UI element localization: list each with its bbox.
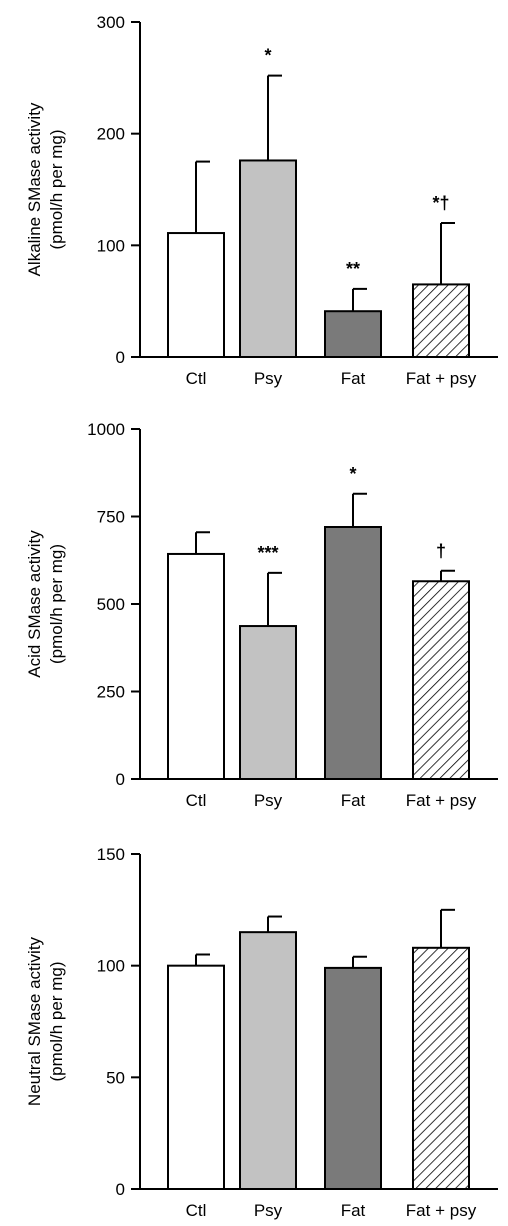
y-tick-label: 750 — [97, 508, 125, 527]
x-category-label: Ctl — [186, 791, 207, 810]
chart-panel-3: 0 50 100 150 Neutral SMase activity (pmol/h p… — [25, 845, 498, 1220]
x-category-label: Fat — [341, 791, 366, 810]
significance-label: *** — [257, 543, 278, 563]
chart-panel-1: 0 100 200 300 Alkaline SMase activity (pmol/h… — [25, 13, 498, 388]
bar-fat — [324, 310, 382, 359]
y-axis-title-line2: (pmol/h per mg) — [47, 962, 66, 1082]
x-category-label: Ctl — [186, 369, 207, 388]
y-tick-label: 1000 — [87, 420, 125, 439]
x-category-label: Psy — [254, 1201, 283, 1220]
y-axis-title-line2: (pmol/h per mg) — [47, 544, 66, 664]
bar-ctl — [167, 552, 225, 781]
bar-fat-psy — [412, 283, 470, 358]
y-axis-title-line1: Neutral SMase activity — [25, 936, 44, 1106]
significance-label: † — [436, 541, 446, 561]
y-tick-label: 50 — [106, 1068, 125, 1087]
x-category-label: Fat + psy — [406, 369, 477, 388]
bar-psy — [239, 931, 297, 1191]
bar-psy — [239, 625, 297, 780]
significance-label: * — [349, 464, 356, 484]
y-tick-label: 0 — [116, 770, 125, 789]
y-tick-label: 0 — [116, 1180, 125, 1199]
y-axis-title-line2: (pmol/h per mg) — [47, 130, 66, 250]
y-tick-label: 300 — [97, 13, 125, 32]
y-tick-label: 100 — [97, 957, 125, 976]
bar-fat — [324, 966, 382, 1191]
y-tick-label: 100 — [97, 236, 125, 255]
y-tick-label: 150 — [97, 845, 125, 864]
x-category-label: Psy — [254, 791, 283, 810]
y-tick-label: 500 — [97, 595, 125, 614]
significance-label: *† — [432, 193, 449, 213]
y-axis-title-line1: Acid SMase activity — [25, 530, 44, 678]
bar-psy — [239, 159, 297, 358]
x-category-label: Fat — [341, 369, 366, 388]
y-tick-label: 200 — [97, 125, 125, 144]
bar-fat — [324, 526, 382, 780]
x-category-label: Psy — [254, 369, 283, 388]
bar-ctl — [167, 964, 225, 1191]
bar-fat-psy — [412, 580, 470, 780]
significance-label: * — [264, 46, 271, 66]
significance-label: ** — [346, 259, 360, 279]
x-category-label: Fat — [341, 1201, 366, 1220]
x-category-label: Ctl — [186, 1201, 207, 1220]
chart-panel-2: 0 250 500 750 1000 Acid SMase activity (pmol/h… — [25, 420, 498, 810]
bar-ctl — [167, 232, 225, 358]
x-category-label: Fat + psy — [406, 1201, 477, 1220]
y-axis-title-line1: Alkaline SMase activity — [25, 102, 44, 276]
y-tick-label: 250 — [97, 683, 125, 702]
y-tick-label: 0 — [116, 348, 125, 367]
bar-fat-psy — [412, 946, 470, 1190]
x-category-label: Fat + psy — [406, 791, 477, 810]
